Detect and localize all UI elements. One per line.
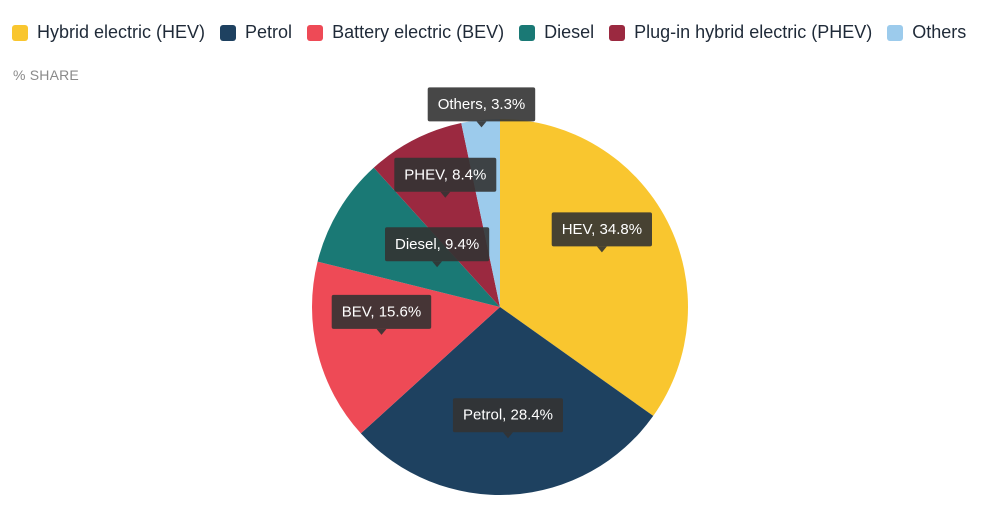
slice-label-others: Others, 3.3%	[427, 87, 536, 128]
slice-label-box	[385, 227, 490, 262]
legend-swatch-bev	[307, 24, 324, 41]
slice-label-box	[427, 87, 536, 122]
slice-label-pointer	[596, 246, 607, 253]
legend-label-bev: Battery electric (BEV)	[332, 22, 505, 42]
legend-label-phev: Plug-in hybrid electric (PHEV)	[634, 22, 873, 42]
legend-item-hev[interactable]: Hybrid electric (HEV)	[12, 22, 205, 43]
slice-label-diesel: Diesel, 9.4%	[385, 227, 490, 268]
slice-label-text: Petrol, 28.4%	[463, 407, 553, 424]
slice-label-box	[551, 212, 652, 247]
pie-slice-hev[interactable]	[500, 119, 688, 416]
slice-label-box	[331, 294, 432, 329]
legend-item-phev[interactable]: Plug-in hybrid electric (PHEV)	[609, 22, 872, 43]
slice-label-box	[394, 157, 497, 192]
slice-label-text: Diesel, 9.4%	[395, 236, 479, 253]
legend-label-diesel: Diesel	[544, 22, 595, 42]
slice-label-text: Others, 3.3%	[438, 96, 526, 113]
slice-label-pointer	[503, 432, 513, 439]
legend-swatch-hev	[12, 24, 28, 41]
slice-tooltips: HEV, 34.8% Petrol, 28.4% BEV, 15.6% Diesel,…	[331, 87, 652, 439]
slice-label-pointer	[440, 191, 451, 198]
slice-label-bev: BEV, 15.6%	[331, 294, 432, 335]
legend-item-diesel[interactable]: Diesel	[519, 22, 594, 43]
slice-label-pointer	[376, 328, 387, 335]
slice-label-pointer	[476, 121, 487, 128]
slice-label-hev: HEV, 34.8%	[551, 212, 652, 253]
slice-label-text: PHEV, 8.4%	[404, 166, 486, 183]
legend-swatch-petrol	[220, 24, 237, 41]
legend-swatch-diesel	[519, 24, 536, 41]
legend-swatch-phev	[609, 24, 626, 41]
slice-label-phev: PHEV, 8.4%	[394, 157, 497, 198]
legend-swatch-others	[887, 24, 904, 41]
legend-item-petrol[interactable]: Petrol	[220, 22, 292, 43]
unit-label: % SHARE	[13, 67, 79, 83]
slice-label-pointer	[432, 261, 443, 268]
legend-label-hev: Hybrid electric (HEV)	[37, 22, 206, 42]
slice-label-box	[452, 398, 563, 433]
slice-label-text: HEV, 34.8%	[562, 221, 642, 238]
slice-label-petrol: Petrol, 28.4%	[452, 398, 563, 439]
legend: Hybrid electric (HEV) Petrol Battery ele…	[12, 22, 966, 43]
legend-label-others: Others	[912, 22, 967, 42]
legend-item-bev[interactable]: Battery electric (BEV)	[307, 22, 504, 43]
slice-label-text: BEV, 15.6%	[342, 303, 422, 320]
legend-label-petrol: Petrol	[245, 22, 293, 42]
legend-item-others[interactable]: Others	[887, 22, 966, 43]
